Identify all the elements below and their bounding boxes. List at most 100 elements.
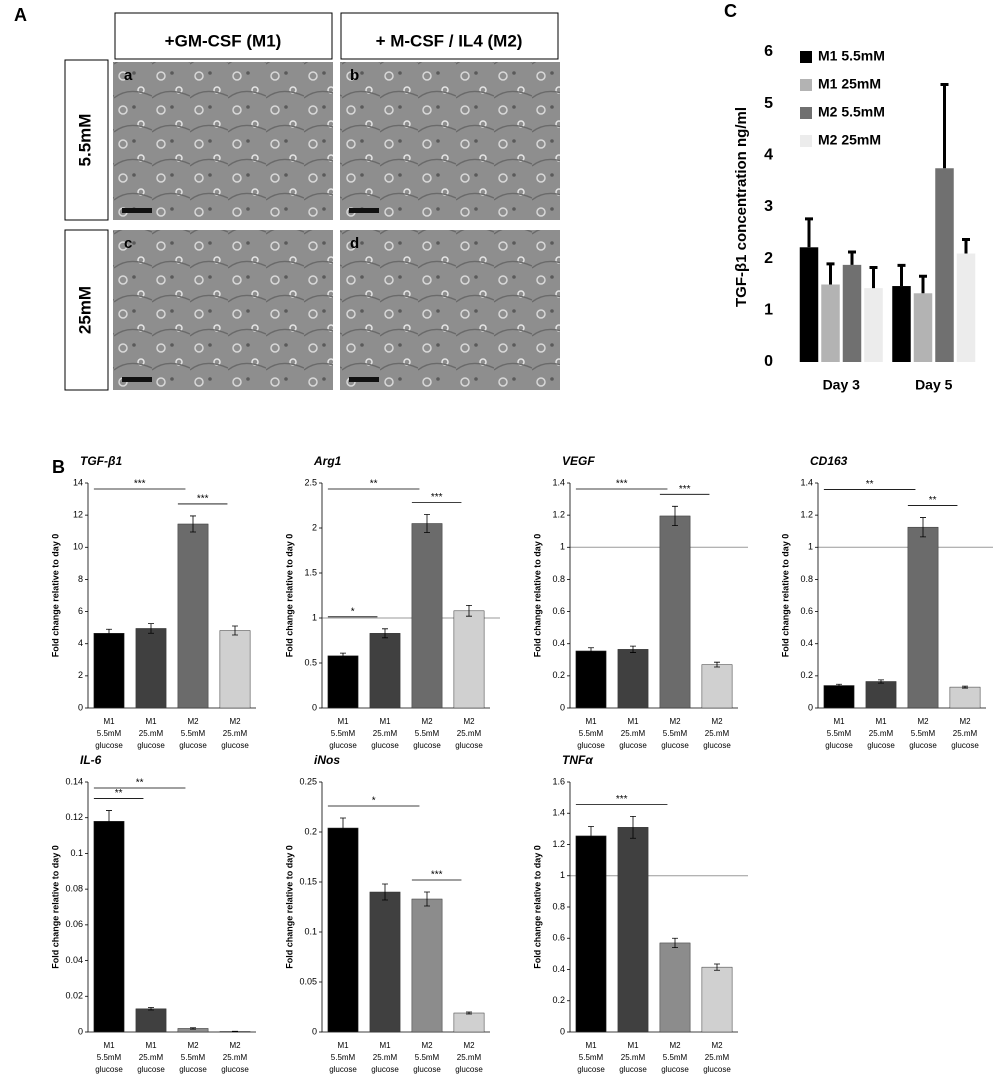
bar (949, 686, 981, 709)
bar (701, 966, 733, 1033)
x-tick-label: M1 (103, 1041, 115, 1050)
significance-label: ** (866, 479, 874, 490)
bar (575, 835, 607, 1033)
x-tick-label: M1 (627, 1041, 639, 1050)
y-tick-label: 0.8 (552, 901, 565, 911)
legend-label: M2 5.5mM (818, 104, 885, 120)
chart-title: VEGF (562, 454, 595, 468)
bar (821, 284, 840, 362)
significance-label: *** (431, 870, 443, 881)
x-tick-label: M2 (229, 717, 241, 726)
y-tick-label: 3 (764, 198, 773, 215)
significance-label: *** (134, 479, 146, 490)
x-tick-label: M1 (585, 1041, 597, 1050)
legend-label: M1 25mM (818, 76, 881, 92)
bar (177, 523, 209, 709)
x-tick-label: M2 (229, 1041, 241, 1050)
row-label: 5.5mM (75, 114, 94, 167)
bar (135, 1008, 167, 1033)
bar (219, 630, 251, 709)
x-tick-label: M1 (145, 717, 157, 726)
significance-label: *** (616, 794, 628, 805)
error-bar (340, 652, 346, 659)
row-label: 25mM (75, 286, 94, 334)
y-tick-label: 0 (560, 702, 565, 712)
error-bar (190, 1027, 196, 1030)
x-tick-label: Day 3 (823, 377, 861, 393)
significance-label: ** (115, 788, 123, 799)
bar (799, 247, 819, 362)
chart-title: Arg1 (313, 454, 342, 468)
x-tick-label: 5.5mM (331, 1053, 356, 1062)
x-tick-label: glucose (329, 741, 357, 750)
y-tick-label: 0.1 (304, 926, 317, 936)
x-tick-label: glucose (221, 1065, 249, 1074)
error-bar (878, 679, 884, 684)
x-tick-label: 25.mM (457, 1053, 482, 1062)
x-tick-label: 5.5mM (827, 729, 852, 738)
significance-label: *** (679, 484, 691, 495)
chart-title: CD163 (810, 454, 848, 468)
y-tick-label: 1.2 (552, 510, 565, 520)
y-tick-label: 1.5 (304, 567, 317, 577)
x-tick-label: 5.5mM (331, 729, 356, 738)
error-bar (630, 815, 636, 839)
error-bar (919, 274, 927, 294)
x-tick-label: 25.mM (869, 729, 894, 738)
y-tick-label: 6 (78, 606, 83, 616)
x-tick-label: 25.mM (705, 1053, 730, 1062)
bar (659, 942, 691, 1033)
y-tick-label: 0.8 (552, 574, 565, 584)
error-bar (672, 505, 678, 526)
x-tick-label: M2 (187, 1041, 199, 1050)
bar (701, 664, 733, 709)
y-tick-label: 2 (78, 670, 83, 680)
scale-bar (349, 208, 379, 213)
y-tick-label: 0.08 (65, 884, 83, 894)
y-axis-label: Fold change relative to day 0 (532, 845, 542, 969)
x-tick-label: M1 (833, 717, 845, 726)
y-tick-label: 2.5 (304, 477, 317, 487)
axis (817, 483, 986, 709)
x-tick-label: glucose (909, 741, 937, 750)
column-label: +GM-CSF (M1) (165, 31, 282, 50)
y-tick-label: 1 (560, 870, 565, 880)
y-tick-label: 2 (764, 250, 773, 267)
y-tick-label: 4 (78, 638, 83, 648)
y-tick-label: 0.06 (65, 919, 83, 929)
x-tick-label: M2 (669, 717, 681, 726)
bar (135, 628, 167, 709)
y-tick-label: 0.1 (70, 848, 83, 858)
x-tick-label: M1 (585, 717, 597, 726)
bar (892, 286, 911, 362)
y-tick-label: 1.2 (552, 839, 565, 849)
x-tick-label: glucose (577, 1065, 605, 1074)
error-bar (869, 265, 878, 289)
y-tick-label: 2 (312, 522, 317, 532)
chart-title: iNos (314, 753, 340, 767)
micrograph (340, 230, 560, 390)
y-axis-label: Fold change relative to day 0 (284, 845, 294, 969)
y-tick-label: 1.4 (552, 477, 565, 487)
bar (907, 526, 939, 709)
y-axis-label: Fold change relative to day 0 (50, 534, 60, 658)
scale-bar (122, 208, 152, 213)
significance-label: *** (616, 479, 628, 490)
error-bar (588, 647, 594, 655)
x-tick-label: 5.5mM (579, 1053, 604, 1062)
x-tick-label: glucose (619, 741, 647, 750)
x-tick-label: glucose (867, 741, 895, 750)
y-tick-label: 0.2 (552, 995, 565, 1005)
x-tick-label: glucose (455, 1065, 483, 1074)
legend-swatch (800, 107, 812, 119)
column-label: + M-CSF / IL4 (M2) (376, 31, 523, 50)
y-tick-label: 0.15 (299, 876, 317, 886)
x-tick-label: glucose (619, 1065, 647, 1074)
bar (865, 681, 897, 709)
x-tick-label: 5.5mM (97, 1053, 122, 1062)
x-tick-label: 25.mM (223, 1053, 248, 1062)
micrograph (113, 230, 333, 390)
y-tick-label: 1 (560, 542, 565, 552)
error-bar (382, 883, 388, 901)
